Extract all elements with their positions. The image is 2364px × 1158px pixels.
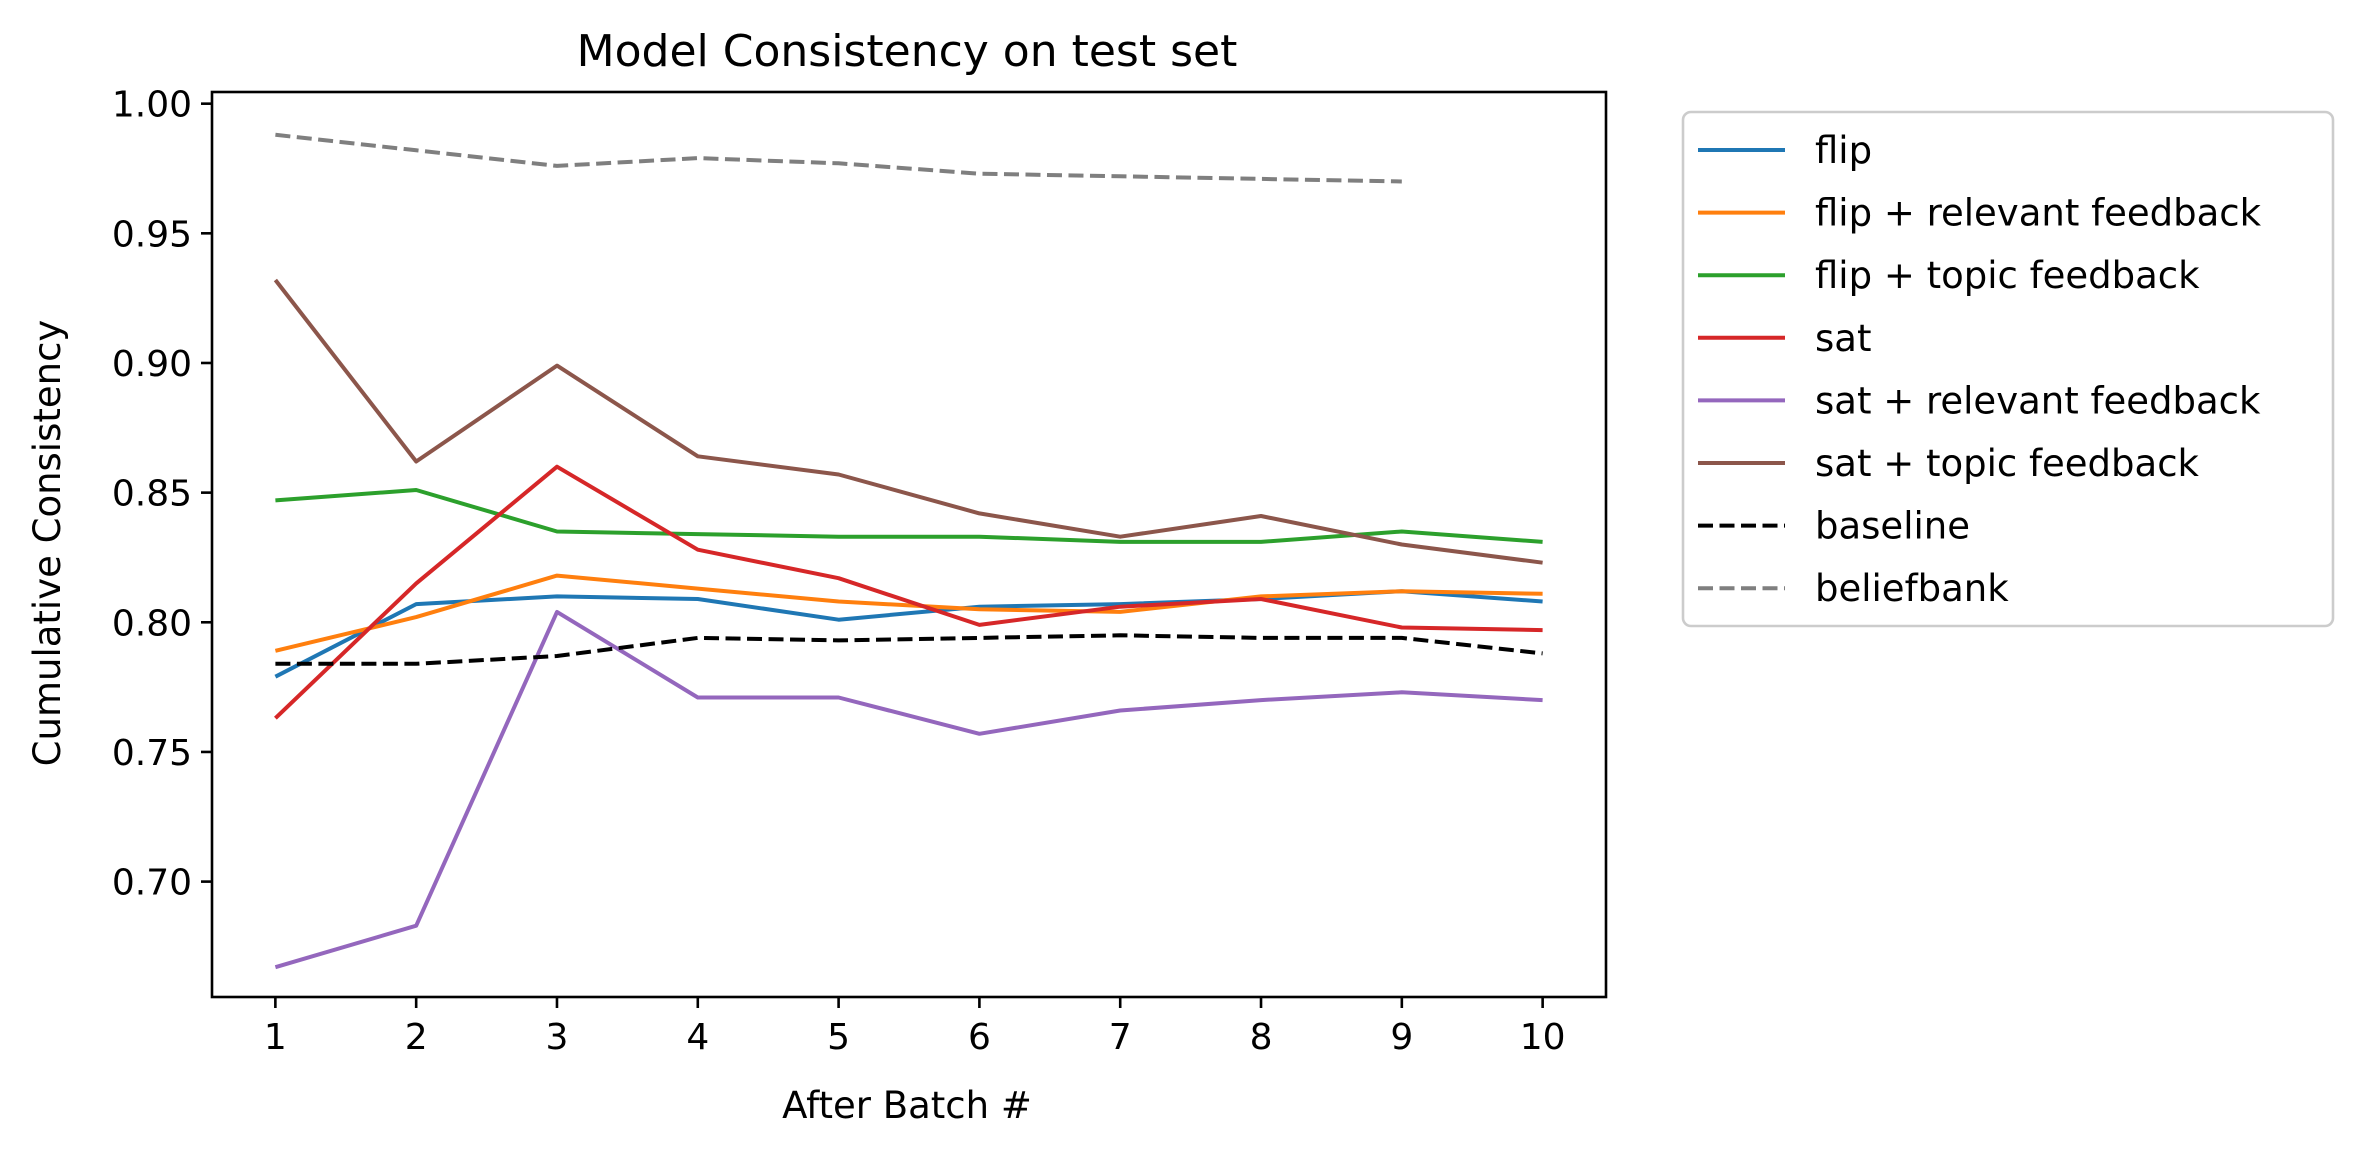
y-tick-label: 0.75	[112, 733, 192, 774]
y-tick-label: 0.70	[112, 863, 192, 904]
series-line-flip-relevant-feedback	[274, 573, 1543, 653]
plot-area: 1 2 3 4 5 6 7 8 9 10 0.70 0.75 0.80 0.85 0.90 0.95 1.00	[112, 85, 1608, 1058]
y-tick-label: 0.80	[112, 603, 192, 644]
chart-title: Model Consistency on test set	[577, 26, 1238, 77]
legend-label-beliefbank: beliefbank	[1815, 567, 2009, 610]
series-line-sat-relevant-feedback	[274, 609, 1543, 970]
series-line-baseline	[275, 633, 1543, 666]
legend: flip flip + relevant feedback flip + topic…	[1681, 110, 2335, 628]
x-tick-label: 6	[968, 1017, 991, 1058]
legend-label-sat-relevant-feedback: sat + relevant feedback	[1815, 379, 2261, 422]
x-tick-label: 8	[1250, 1017, 1273, 1058]
y-tick-label: 1.00	[112, 85, 192, 126]
legend-label-baseline: baseline	[1815, 505, 1970, 548]
x-tick-label: 4	[686, 1017, 709, 1058]
x-tick-label: 3	[546, 1017, 569, 1058]
series-line-flip-topic-feedback	[275, 488, 1543, 544]
legend-label-sat: sat	[1815, 317, 1871, 360]
legend-label-flip-relevant-feedback: flip + relevant feedback	[1815, 192, 2262, 235]
y-tick-label: 0.85	[112, 474, 192, 515]
y-axis-label: Cumulative Consistency	[26, 320, 69, 767]
x-tick-label: 1	[264, 1017, 287, 1058]
x-tick-label: 10	[1520, 1017, 1566, 1058]
x-tick-label: 9	[1390, 1017, 1413, 1058]
legend-label-sat-topic-feedback: sat + topic feedback	[1815, 442, 2200, 485]
legend-box	[1681, 110, 2335, 628]
legend-label-flip: flip	[1815, 129, 1872, 172]
y-tick-label: 0.95	[112, 214, 192, 255]
y-tick-label: 0.90	[112, 344, 192, 385]
x-tick-label: 7	[1109, 1017, 1132, 1058]
series-line-beliefbank	[275, 132, 1402, 184]
series-line-sat-topic-feedback	[273, 278, 1543, 565]
x-axis-label: After Batch #	[782, 1084, 1032, 1127]
series-line-sat	[274, 464, 1543, 720]
legend-label-flip-topic-feedback: flip + topic feedback	[1815, 254, 2200, 297]
x-tick-label: 5	[827, 1017, 850, 1058]
plot-frame	[210, 90, 1608, 999]
x-tick-label: 2	[405, 1017, 428, 1058]
